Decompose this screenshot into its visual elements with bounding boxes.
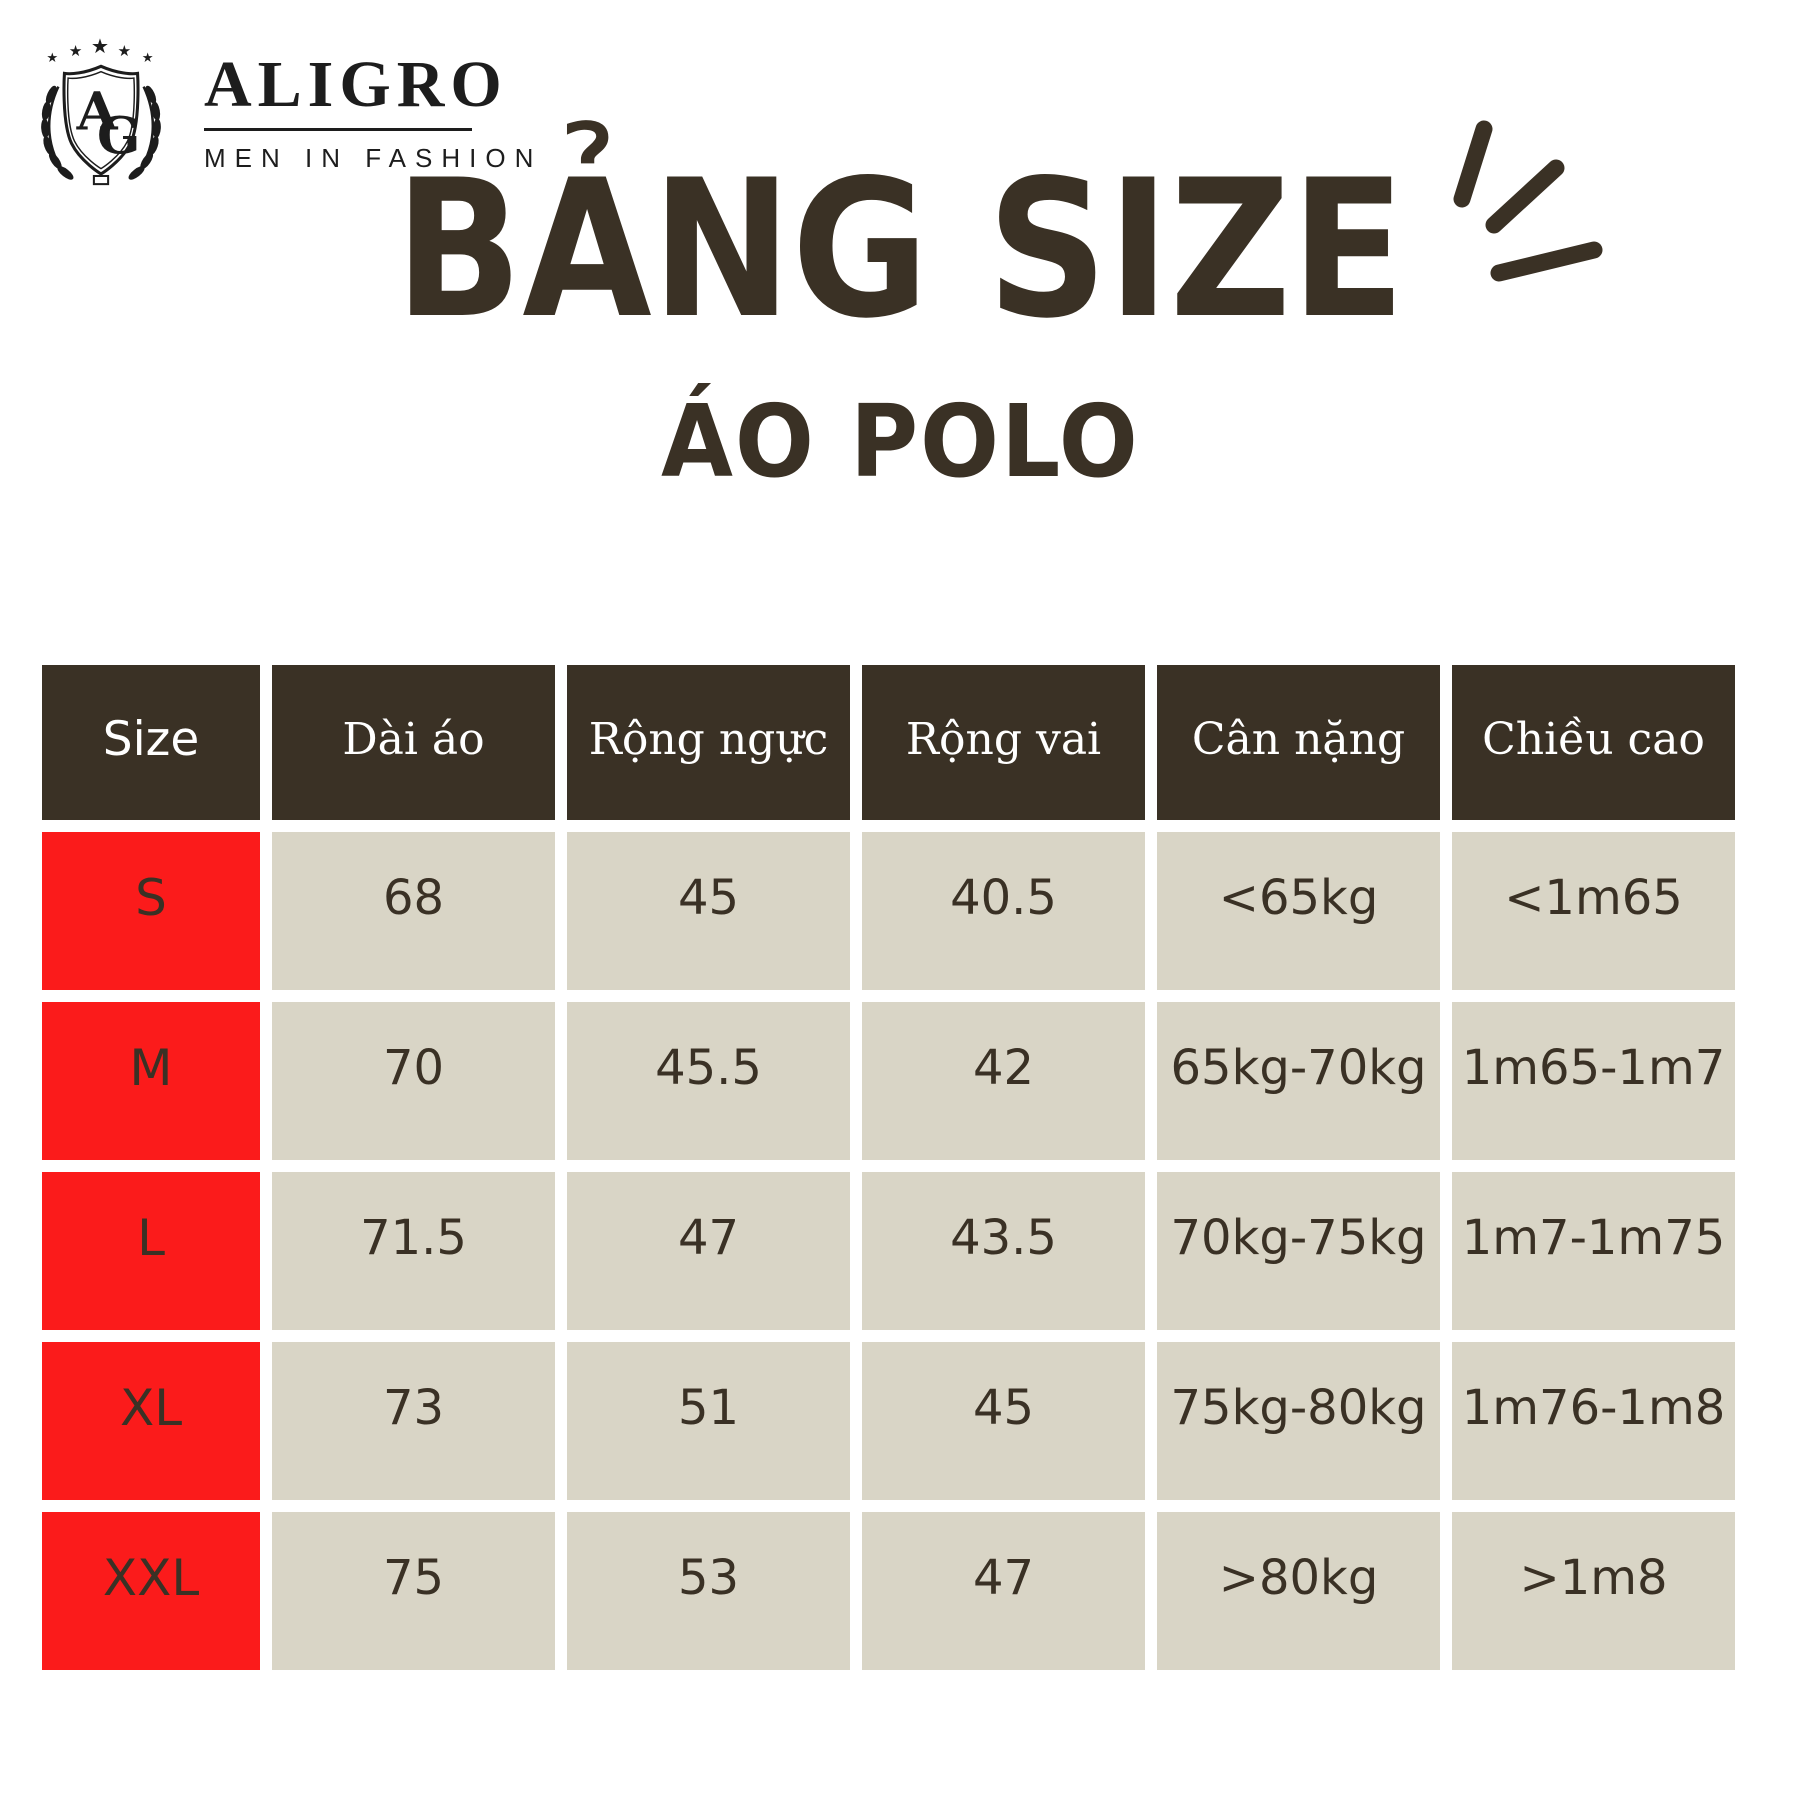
value-cell-l-1: 71.5 [272, 1172, 555, 1330]
header-cell-measure-4: Cân nặng [1157, 665, 1440, 820]
size-cell-m: M [42, 1002, 260, 1160]
size-cell-l: L [42, 1172, 260, 1330]
subtitle-wrap: ÁO POLO [0, 392, 1800, 492]
value-cell-l-4: 70kg-75kg [1157, 1172, 1440, 1330]
size-cell-xl: XL [42, 1342, 260, 1500]
page-title: BẢNG SIZE [394, 139, 1406, 360]
value-cell-xl-2: 51 [567, 1342, 850, 1500]
header-cell-size: Size [42, 665, 260, 820]
svg-text:★: ★ [91, 34, 109, 58]
page-subtitle: ÁO POLO [660, 383, 1140, 500]
value-cell-xxl-2: 53 [567, 1512, 850, 1670]
header-cell-measure-2: Rộng ngực [567, 665, 850, 820]
value-cell-m-3: 42 [862, 1002, 1145, 1160]
header-cell-measure-5: Chiều cao [1452, 665, 1735, 820]
value-cell-m-4: 65kg-70kg [1157, 1002, 1440, 1160]
svg-text:★: ★ [46, 51, 58, 66]
value-cell-xxl-5: >1m8 [1452, 1512, 1735, 1670]
svg-text:G: G [97, 106, 140, 166]
value-cell-s-1: 68 [272, 832, 555, 990]
brand-divider [204, 128, 472, 131]
header-cell-measure-1: Dài áo [272, 665, 555, 820]
value-cell-xl-5: 1m76-1m8 [1452, 1342, 1735, 1500]
title-wrap: BẢNG SIZE [0, 150, 1800, 350]
size-cell-s: S [42, 832, 260, 990]
value-cell-xl-1: 73 [272, 1342, 555, 1500]
value-cell-s-3: 40.5 [862, 832, 1145, 990]
value-cell-l-3: 43.5 [862, 1172, 1145, 1330]
value-cell-xxl-4: >80kg [1157, 1512, 1440, 1670]
value-cell-s-4: <65kg [1157, 832, 1440, 990]
crest-monogram: A G [76, 80, 141, 165]
crest-shield-icon [62, 64, 140, 186]
value-cell-m-5: 1m65-1m7 [1452, 1002, 1735, 1160]
value-cell-m-1: 70 [272, 1002, 555, 1160]
svg-text:★: ★ [69, 42, 83, 60]
size-cell-xxl: XXL [42, 1512, 260, 1670]
svg-text:A: A [76, 80, 119, 142]
aligro-crest-logo: ★ ★ ★ ★ ★ A G [41, 34, 161, 186]
brand-name: ALIGRO [204, 48, 508, 121]
size-table: Size Dài áo Rộng ngực Rộng vai Cân nặng Chiều… [42, 665, 1735, 1670]
svg-text:★: ★ [118, 42, 132, 60]
brand-tagline: MEN IN FASHION [204, 143, 543, 173]
value-cell-xl-4: 75kg-80kg [1157, 1342, 1440, 1500]
value-cell-xxl-3: 47 [862, 1512, 1145, 1670]
value-cell-m-2: 45.5 [567, 1002, 850, 1160]
svg-text:★: ★ [142, 51, 154, 66]
header-cell-measure-3: Rộng vai [862, 665, 1145, 820]
laurel-wreath-icon [41, 85, 161, 180]
value-cell-l-2: 47 [567, 1172, 850, 1330]
value-cell-s-5: <1m65 [1452, 832, 1735, 990]
brand-wordmark: ALIGRO MEN IN FASHION [204, 52, 542, 174]
crest-stars-icon: ★ ★ ★ ★ ★ [46, 34, 153, 66]
emphasis-sparks-icon [1453, 120, 1603, 282]
value-cell-xl-3: 45 [862, 1342, 1145, 1500]
value-cell-l-5: 1m7-1m75 [1452, 1172, 1735, 1330]
value-cell-xxl-1: 75 [272, 1512, 555, 1670]
value-cell-s-2: 45 [567, 832, 850, 990]
